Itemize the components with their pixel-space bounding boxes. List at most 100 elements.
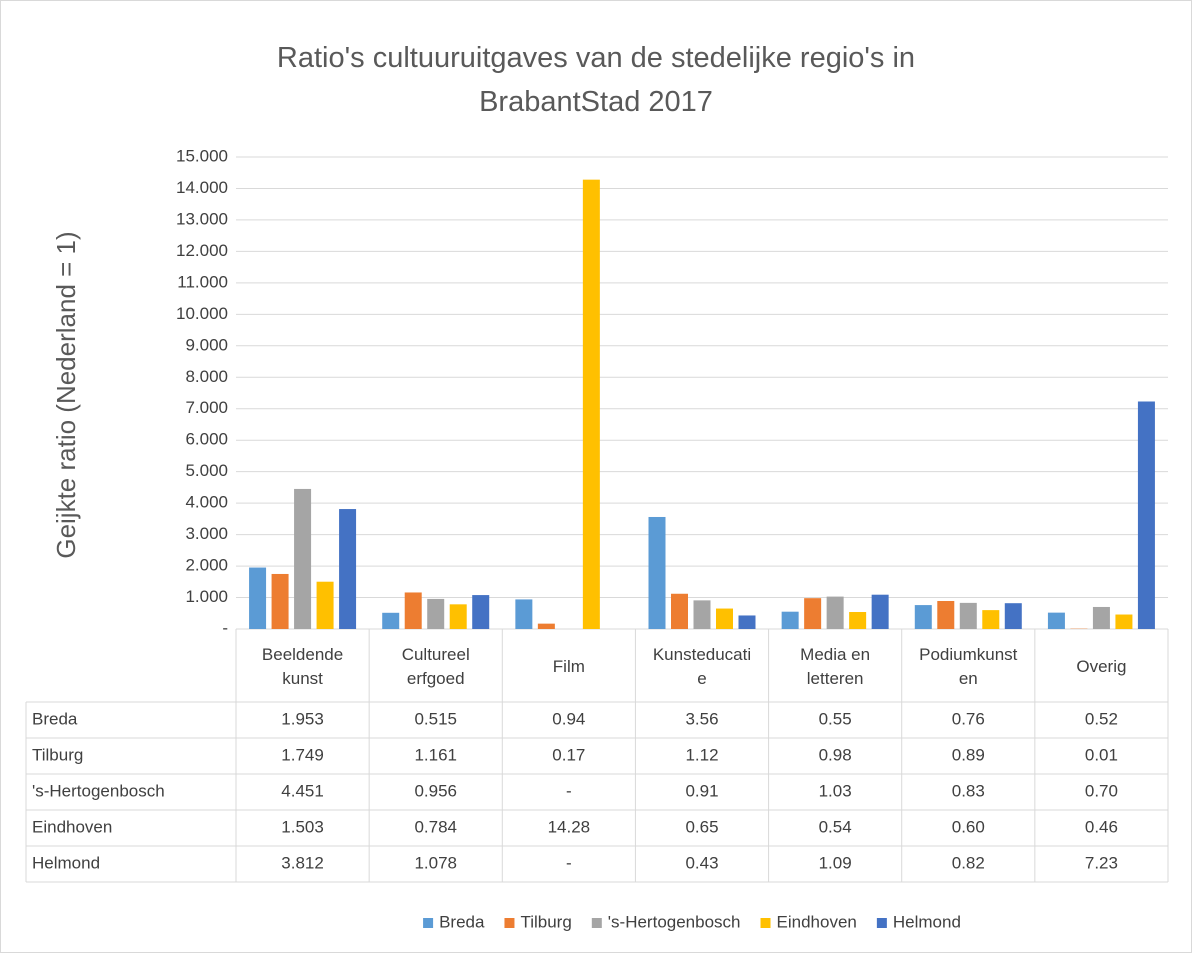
y-tick-label: 7.000: [185, 398, 228, 417]
x-tick-label: Media en letteren: [800, 644, 871, 688]
table-cell: 1.03: [819, 781, 852, 800]
y-tick-label: 11.000: [177, 272, 228, 291]
table-header-wrap: Overig: [1050, 633, 1153, 700]
bar: [271, 573, 289, 629]
y-tick-label: 3.000: [185, 524, 228, 543]
table-cell: 0.17: [552, 745, 585, 764]
table-cell: 1.503: [281, 817, 324, 836]
y-tick-label: 15.000: [176, 146, 228, 165]
table-cell: 4.451: [281, 781, 324, 800]
y-tick-label: 2.000: [185, 556, 228, 575]
bar: [249, 567, 267, 629]
table-cell: 0.46: [1085, 817, 1118, 836]
legend-label: Helmond: [893, 912, 961, 931]
bar: [804, 598, 822, 629]
table-header-wrap: Media en letteren: [784, 633, 887, 700]
bar: [1115, 614, 1133, 629]
y-tick-label: 8.000: [185, 367, 228, 386]
table-cell: 3.56: [685, 709, 718, 728]
table-header-cell: Beeldende kunst: [261, 644, 344, 688]
table-header-cell: Cultureel erfgoed: [401, 644, 470, 688]
bar: [472, 595, 490, 629]
x-tick-label: Kunsteducatie: [652, 644, 752, 688]
bar: [781, 611, 799, 629]
legend-swatch: [760, 918, 771, 928]
table-header-wrap: Kunsteducatie: [650, 633, 753, 700]
table-cell: 1.161: [414, 745, 457, 764]
bar: [316, 581, 334, 629]
legend-swatch: [876, 918, 887, 928]
bar: [449, 604, 467, 629]
table-cell: -: [566, 781, 572, 800]
bar: [515, 599, 533, 629]
table-row-label: Eindhoven: [32, 817, 112, 836]
bar: [914, 605, 932, 629]
table-row-label: Tilburg: [32, 745, 83, 764]
table-cell: 0.60: [952, 817, 985, 836]
bar: [738, 615, 756, 629]
table-cell: 1.953: [281, 709, 324, 728]
bar: [1137, 401, 1155, 629]
table-cell: 0.54: [819, 817, 852, 836]
x-tick-label: Beeldende kunst: [261, 644, 344, 688]
bar: [849, 612, 867, 629]
y-tick-label: -: [222, 618, 228, 637]
legend-label: 's-Hertogenbosch: [608, 912, 741, 931]
y-tick-label: 4.000: [185, 493, 228, 512]
table-cell: 7.23: [1085, 853, 1118, 872]
table-header-cell: Overig: [1050, 633, 1153, 700]
bar: [937, 600, 955, 629]
bar: [294, 488, 312, 629]
table-cell: 0.01: [1085, 745, 1118, 764]
table-cell: 0.91: [685, 781, 718, 800]
y-tick-label: 13.000: [176, 209, 228, 228]
bar: [693, 600, 711, 629]
bar: [1004, 603, 1022, 629]
x-tick-label: Film: [552, 656, 585, 676]
table-header-cell: Kunsteducatie: [650, 633, 753, 700]
table-cell: 0.43: [685, 853, 718, 872]
bar: [871, 594, 889, 629]
table-cell: 0.89: [952, 745, 985, 764]
bar: [404, 592, 422, 629]
table-header-cell: Film: [517, 633, 620, 700]
table-cell: 0.956: [414, 781, 457, 800]
table-row-label: Breda: [32, 709, 78, 728]
legend-label: Breda: [439, 912, 485, 931]
y-axis-label: Geijkte ratio (Nederland = 1): [51, 231, 81, 558]
table-cell: 14.28: [548, 817, 591, 836]
table-cell: 1.09: [819, 853, 852, 872]
table-cell: 0.94: [552, 709, 585, 728]
x-tick-label: Cultureel erfgoed: [401, 644, 470, 688]
bar: [1092, 606, 1110, 629]
x-tick-label: Podiumkunsten: [919, 644, 1018, 688]
chart-title: Ratio's cultuuruitgaves van de stedelijk…: [276, 42, 916, 118]
table-cell: 0.98: [819, 745, 852, 764]
table-cell: 0.83: [952, 781, 985, 800]
table-cell: 0.70: [1085, 781, 1118, 800]
bar: [582, 179, 600, 629]
bar: [826, 596, 844, 629]
table-cell: 1.749: [281, 745, 324, 764]
y-tick-label: 14.000: [176, 178, 228, 197]
bar: [959, 602, 977, 629]
bar: [427, 598, 445, 629]
table-header-wrap: Film: [517, 633, 620, 700]
table-cell: 0.784: [414, 817, 457, 836]
legend-label: Eindhoven: [777, 912, 857, 931]
table-cell: -: [566, 853, 572, 872]
table-cell: 0.65: [685, 817, 718, 836]
table-cell: 1.078: [414, 853, 457, 872]
y-tick-label: 6.000: [185, 430, 228, 449]
table-header-cell: Media en letteren: [784, 633, 887, 700]
table-header-cell: Podiumkunsten: [917, 633, 1020, 700]
legend-swatch: [423, 918, 434, 928]
bar: [648, 516, 666, 629]
bar: [382, 612, 400, 629]
table-cell: 3.812: [281, 853, 324, 872]
table-header-wrap: Podiumkunsten: [917, 633, 1020, 700]
y-tick-label: 12.000: [176, 241, 228, 260]
table-cell: 0.515: [414, 709, 457, 728]
table-row-label: Helmond: [32, 853, 100, 872]
